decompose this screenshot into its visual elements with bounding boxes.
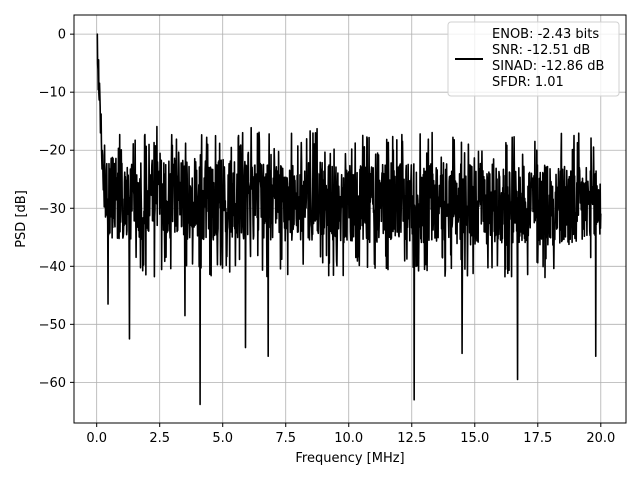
x-axis-label: Frequency [MHz] (295, 451, 404, 466)
legend-entry-snr: SNR: -12.51 dB (492, 43, 590, 58)
x-tick-label: 5.0 (212, 431, 233, 446)
series-group (96, 33, 602, 406)
y-tick-label: 0 (58, 28, 66, 43)
y-tick-label: −20 (39, 144, 66, 159)
x-tick-label: 7.5 (275, 431, 296, 446)
legend-entry-enob: ENOB: -2.43 bits (492, 27, 599, 42)
y-tick-label: −30 (39, 202, 66, 217)
legend-entry-sfdr: SFDR: 1.01 (492, 75, 564, 90)
x-ticks: 0.0 2.5 5.0 7.5 10.0 12.5 15.0 17.5 20.0 (86, 423, 615, 446)
x-tick-label: 12.5 (397, 431, 426, 446)
x-tick-label: 0.0 (86, 431, 107, 446)
psd-series-line (96, 33, 602, 406)
y-ticks: 0 −10 −20 −30 −40 −50 −60 (39, 28, 74, 391)
x-tick-label: 10.0 (334, 431, 363, 446)
x-tick-label: 2.5 (149, 431, 170, 446)
y-tick-label: −50 (39, 318, 66, 333)
legend-entry-sinad: SINAD: -12.86 dB (492, 59, 604, 74)
legend-box (447, 21, 620, 97)
x-tick-label: 20.0 (586, 431, 615, 446)
y-axis-label: PSD [dB] (14, 190, 29, 248)
x-tick-label: 17.5 (523, 431, 552, 446)
plot-frame (73, 14, 627, 424)
legend: ENOB: -2.43 bits SNR: -12.51 dB SINAD: -… (447, 21, 620, 97)
y-tick-label: −10 (39, 86, 66, 101)
y-tick-label: −40 (39, 260, 66, 275)
y-tick-label: −60 (39, 376, 66, 391)
x-tick-label: 15.0 (460, 431, 489, 446)
